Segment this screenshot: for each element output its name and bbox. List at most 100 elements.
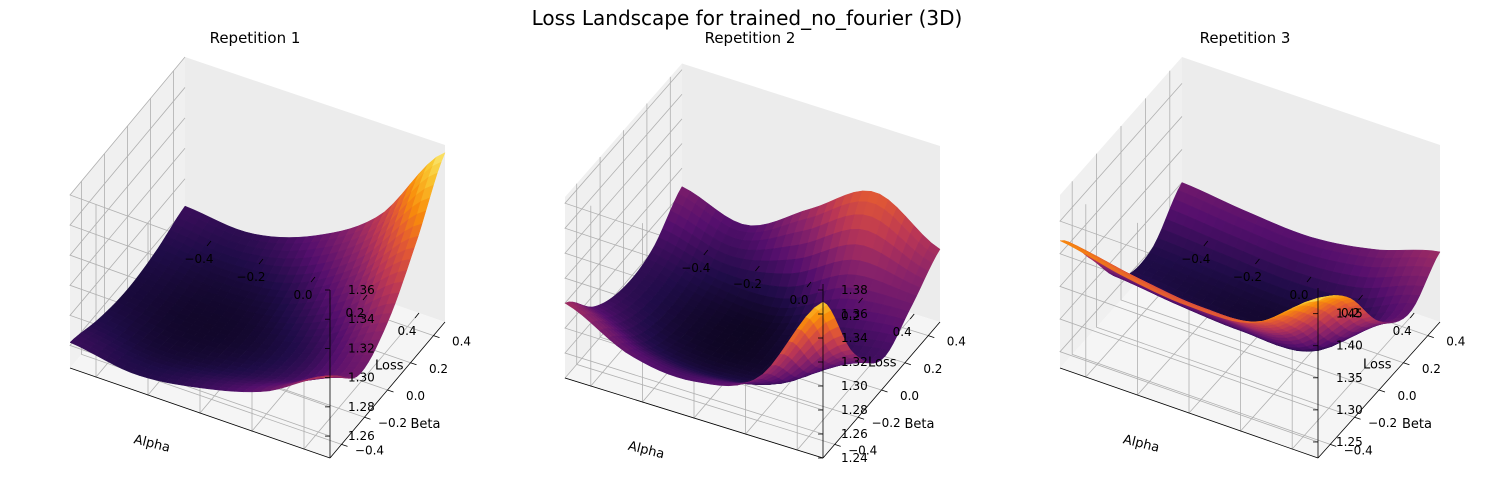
alpha-axis-label: Alpha: [626, 439, 665, 462]
alpha-tick-mark: [258, 258, 264, 265]
loss-tick-label: 1.32: [348, 341, 375, 355]
alpha-tick-mark: [362, 294, 368, 301]
alpha-tick-mark: [755, 265, 760, 272]
beta-tick-label: −0.4: [1344, 443, 1373, 457]
loss-tick-label: 1.35: [1336, 371, 1363, 385]
beta-tick-label: 0.0: [406, 389, 425, 403]
beta-tick-label: −0.2: [378, 416, 407, 430]
beta-tick-label: 0.4: [452, 335, 471, 349]
alpha-tick-label: 0.0: [1289, 288, 1308, 302]
grid-line-beta: [81, 181, 342, 445]
alpha-tick-label: 0.4: [1393, 324, 1412, 338]
loss-axis-label: Loss: [868, 355, 897, 370]
alpha-tick-label: 0.2: [1341, 306, 1360, 320]
loss-tick-label: 1.32: [841, 355, 868, 369]
beta-tick-mark: [904, 362, 912, 366]
beta-tick-mark: [410, 362, 417, 366]
alpha-axis-line: [1059, 367, 1319, 459]
grid-line-loss: [564, 217, 824, 435]
loss-tick-label: 1.24: [841, 451, 868, 465]
loss-tick-label: 1.26: [841, 427, 868, 441]
beta-tick-label: 0.2: [1422, 362, 1441, 376]
alpha-axis-line: [69, 367, 331, 459]
loss-tick-label: 1.28: [348, 400, 375, 414]
alpha-tick-mark: [1306, 276, 1312, 283]
grid-line-loss: [1059, 149, 1319, 379]
alpha-tick-label: 0.2: [841, 309, 860, 323]
loss-surface: [1059, 182, 1441, 352]
beta-tick-label: −0.4: [355, 443, 384, 457]
beta-tick-label: −0.4: [848, 443, 877, 457]
grid-line-loss: [1059, 215, 1319, 443]
beta-tick-label: 0.0: [1397, 389, 1416, 403]
subplot-title: Repetition 2: [705, 29, 796, 47]
beta-tick-label: −0.2: [872, 416, 901, 430]
alpha-tick-label: 0.4: [893, 325, 912, 339]
beta-axis-label: Beta: [905, 417, 935, 432]
beta-tick-mark: [341, 444, 348, 447]
surface-patch: [813, 301, 828, 311]
alpha-tick-label: 0.0: [293, 288, 312, 302]
surface-patch: [1309, 298, 1323, 303]
loss-axis-label: Loss: [1363, 358, 1392, 373]
beta-tick-mark: [834, 444, 841, 447]
subplot-repetition-3: −0.4−0.20.00.20.4−0.4−0.20.00.20.41.251.…: [1059, 29, 1465, 459]
alpha-axis-label: Alpha: [1121, 432, 1160, 455]
loss-tick-label: 1.45: [1336, 307, 1363, 321]
beta-tick-label: 0.4: [947, 335, 966, 349]
alpha-tick-label: −0.2: [1233, 270, 1262, 284]
axes: −0.4−0.20.00.20.4−0.4−0.20.00.20.41.251.…: [1059, 240, 1465, 459]
loss-surface: [69, 152, 446, 393]
beta-tick-mark: [1403, 362, 1410, 366]
beta-tick-label: 0.4: [1446, 335, 1465, 349]
alpha-tick-label: −0.4: [1181, 252, 1210, 266]
axes: −0.4 −0.2 0.0 0.2 0.4 −0.4 −0.2 0.0 0.2 0.4 1.24 1.…: [564, 249, 966, 465]
beta-tick-mark: [433, 335, 440, 338]
alpha-tick-mark: [858, 297, 863, 304]
axes: −0.4 −0.2 0.0 0.2 0.4 −0.4 −0.2 0.0 0.2 0.4 1.26 1.…: [69, 240, 471, 459]
beta-axis-label: Beta: [411, 417, 441, 432]
loss-tick-label: 1.30: [348, 371, 375, 385]
alpha-tick-mark: [703, 249, 709, 256]
beta-tick-label: 0.2: [429, 362, 448, 376]
loss-tick-label: 1.28: [841, 403, 868, 417]
alpha-tick-mark: [414, 312, 420, 319]
beta-tick-mark: [364, 416, 371, 420]
loss-tick-label: 1.25: [1336, 435, 1363, 449]
grid-line-beta: [1096, 153, 1355, 418]
alpha-tick-mark: [1255, 258, 1260, 265]
alpha-tick-mark: [310, 276, 316, 283]
subplot-title: Repetition 3: [1200, 29, 1291, 47]
alpha-axis-line: [564, 377, 824, 459]
alpha-tick-label: 0.0: [789, 293, 808, 307]
alpha-tick-label: −0.4: [184, 252, 213, 266]
beta-tick-label: 0.0: [900, 389, 919, 403]
alpha-tick-mark: [909, 313, 915, 320]
alpha-tick-mark: [1203, 240, 1209, 247]
loss-tick-label: 1.36: [841, 307, 868, 321]
alpha-tick-mark: [1409, 312, 1415, 319]
loss-surface: [564, 186, 941, 387]
beta-tick-mark: [1330, 444, 1337, 447]
grid-line-beta: [1120, 126, 1380, 391]
beta-axis-label: Beta: [1402, 417, 1432, 432]
subplot-repetition-1: −0.4 −0.2 0.0 0.2 0.4 −0.4 −0.2 0.0 0.2 0.4 1.26 1.…: [69, 29, 471, 459]
beta-tick-mark: [881, 389, 888, 393]
alpha-tick-mark: [206, 240, 212, 247]
grid-line-loss: [1059, 182, 1319, 411]
alpha-tick-label: 0.2: [345, 306, 364, 320]
loss-tick-label: 1.40: [1336, 339, 1363, 353]
loss-tick-label: 1.26: [348, 429, 375, 443]
grid-line-beta: [1071, 181, 1331, 445]
beta-tick-mark: [387, 389, 394, 393]
loss-tick-label: 1.30: [841, 379, 868, 393]
grid-line-loss: [69, 208, 331, 437]
alpha-tick-label: 0.4: [397, 324, 416, 338]
loss-tick-label: 1.30: [1336, 403, 1363, 417]
alpha-tick-mark: [1358, 294, 1363, 301]
loss-tick-label: 1.36: [348, 283, 375, 297]
subplot-repetition-2: −0.4 −0.2 0.0 0.2 0.4 −0.4 −0.2 0.0 0.2 0.4 1.24 1.…: [564, 29, 966, 465]
beta-tick-label: −0.2: [1368, 416, 1397, 430]
beta-tick-mark: [1354, 416, 1361, 420]
